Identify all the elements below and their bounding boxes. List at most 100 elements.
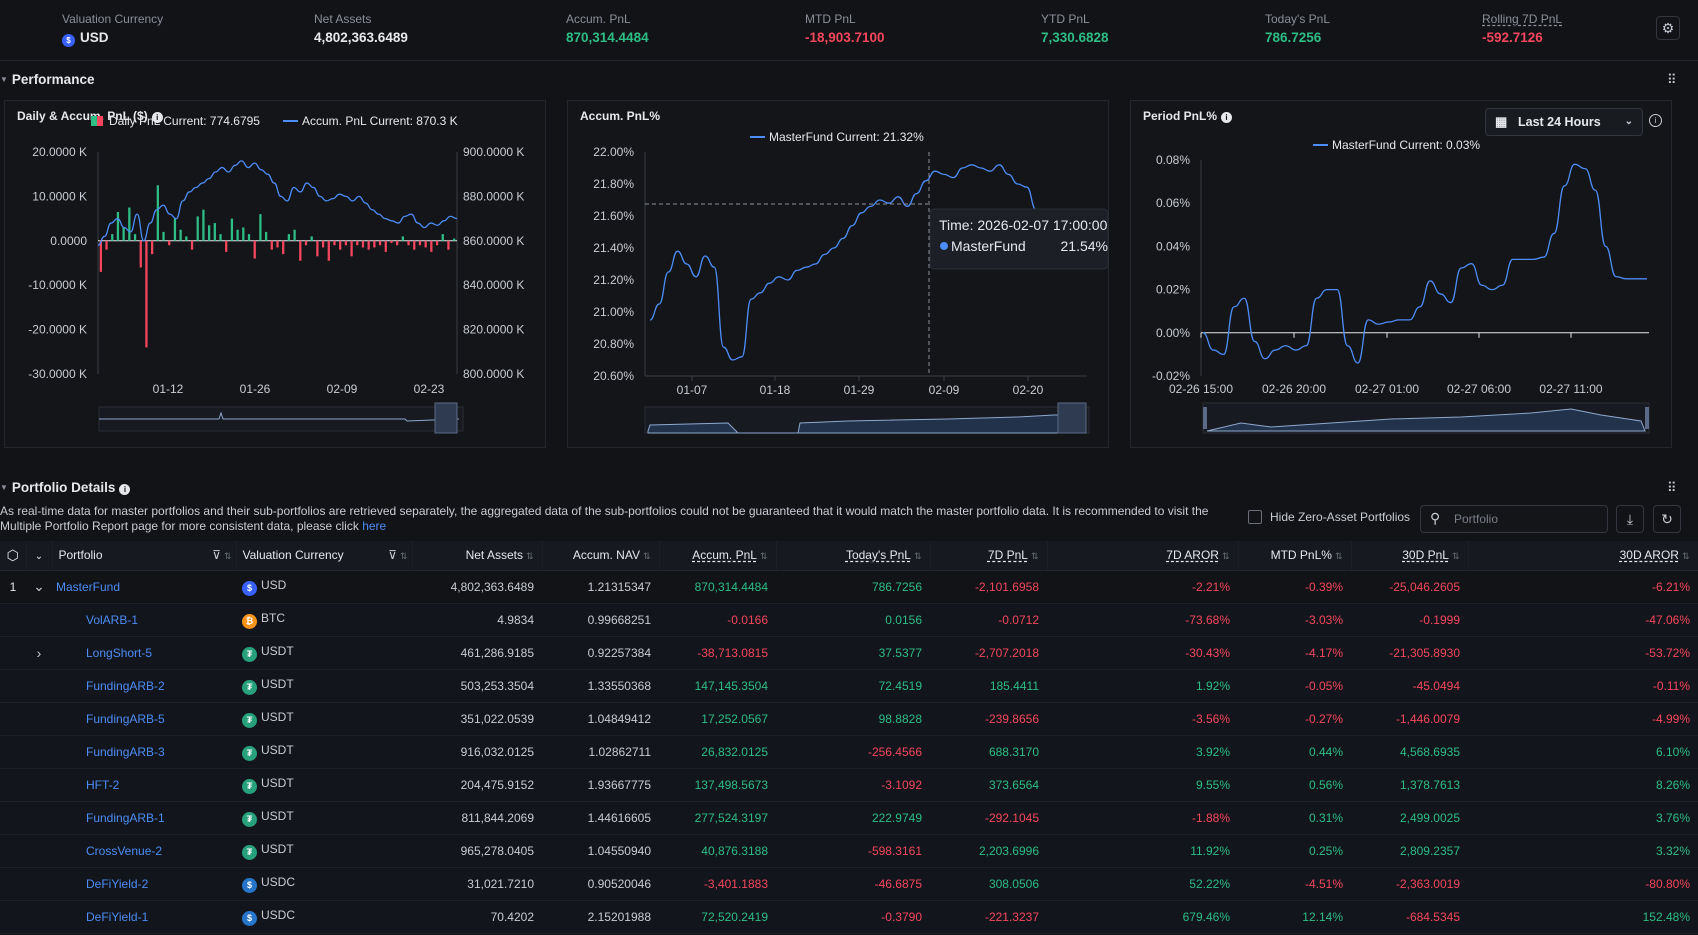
download-button[interactable]: ⤓ <box>1616 505 1644 533</box>
info-icon[interactable]: i <box>1221 112 1233 123</box>
table-row[interactable]: 1 ⌄ MasterFund $ USD 4,802,363.6489 1.21315347… <box>0 570 1698 604</box>
portfolio-search[interactable]: ⚲ <box>1420 505 1608 533</box>
daily-pnl-bar[interactable] <box>310 236 313 241</box>
daily-pnl-bar[interactable] <box>282 240 285 255</box>
daily-pnl-bar[interactable] <box>327 240 330 261</box>
daily-pnl-bar[interactable] <box>185 236 188 241</box>
column-settings-cell[interactable]: ⬡ <box>0 541 27 571</box>
summary-settings-button[interactable]: ⚙ <box>1656 16 1680 40</box>
portfolio-name-link[interactable]: DeFiYield-1 <box>86 909 149 924</box>
daily-pnl-bar[interactable] <box>384 240 387 252</box>
zoom-slider-handle-right[interactable] <box>1645 407 1649 429</box>
daily-pnl-bar[interactable] <box>321 240 325 248</box>
daily-pnl-bar[interactable] <box>173 218 177 241</box>
col-header-30d-aror[interactable]: 30D AROR ⇅ <box>1468 541 1698 571</box>
portfolio-search-input[interactable] <box>1454 511 1599 527</box>
info-icon[interactable]: i <box>151 112 163 123</box>
portfolio-section-header[interactable]: ▼ Portfolio Details i <box>0 480 131 495</box>
col-header-portfolio[interactable]: Portfolio ⊽ ⇅ <box>52 541 237 571</box>
sort-icon[interactable]: ⇅ <box>525 551 534 562</box>
drag-handle-icon[interactable]: ⠿ <box>1667 72 1676 87</box>
checkbox-icon[interactable] <box>1248 510 1262 524</box>
daily-pnl-bar[interactable] <box>276 240 279 248</box>
sort-icon[interactable]: ⇅ <box>1334 551 1343 562</box>
col-header-30d-pnl[interactable]: 30D PnL ⇅ <box>1351 541 1469 571</box>
daily-pnl-bar[interactable] <box>247 234 251 241</box>
daily-pnl-bar[interactable] <box>430 240 433 252</box>
table-row[interactable]: HFT-2 ₮ USDT 204,475.9152 1.93667775 137,498.… <box>0 768 1698 802</box>
daily-pnl-bar[interactable] <box>139 240 142 268</box>
daily-pnl-bar[interactable] <box>435 240 439 246</box>
expand-all-icon[interactable]: ⌄ <box>34 551 44 563</box>
col-header-7d-pnl[interactable]: 7D PnL ⇅ <box>930 541 1048 571</box>
daily-pnl-bar[interactable] <box>390 240 393 244</box>
daily-accum-pnl-chart[interactable]: 20.0000 K 10.0000 K 0.0000 -10.0000 K -20.00… <box>5 101 547 449</box>
col-header-valuation-currency[interactable]: Valuation Currency ⊽ ⇅ <box>236 541 413 571</box>
daily-pnl-bar[interactable] <box>447 240 450 250</box>
here-link[interactable]: here <box>362 519 387 533</box>
daily-pnl-bar[interactable] <box>401 236 405 241</box>
portfolio-name-link[interactable]: FundingARB-3 <box>86 744 165 759</box>
daily-pnl-bar[interactable] <box>253 240 256 259</box>
table-row[interactable]: VolARB-1 ₿ BTC 4.9834 0.99668251 -0.0166 0.015… <box>0 603 1698 637</box>
period-info-icon[interactable]: i <box>1649 114 1662 127</box>
row-expand-toggle[interactable]: › <box>26 636 52 670</box>
daily-pnl-bar[interactable] <box>122 227 125 241</box>
daily-pnl-bar[interactable] <box>396 240 399 246</box>
table-row[interactable]: FundingARB-5 ₮ USDT 351,022.0539 1.04849412 1… <box>0 702 1698 736</box>
daily-pnl-bar[interactable] <box>333 240 336 246</box>
portfolio-name-link[interactable]: HFT-2 <box>86 777 120 792</box>
accum-pnl-pct-chart[interactable]: 22.00% 21.80% 21.60% 21.40% 21.20% 21.00% 20.8… <box>568 101 1110 449</box>
portfolio-name-link[interactable]: FundingARB-1 <box>86 810 165 825</box>
table-row[interactable]: › LongShort-5 ₮ USDT 461,286.9185 0.92257384-… <box>0 636 1698 670</box>
portfolio-name-link[interactable]: FundingARB-5 <box>86 711 165 726</box>
performance-section-header[interactable]: ▼ Performance <box>0 72 94 87</box>
daily-pnl-bar[interactable] <box>293 229 296 241</box>
expand-all-cell[interactable]: ⌄ <box>26 541 53 571</box>
col-header-mtd-pnl-pct[interactable]: MTD PnL% ⇅ <box>1238 541 1352 571</box>
table-row[interactable]: CrossVenue-2 ₮ USDT 965,278.0405 1.04550940 4… <box>0 834 1698 868</box>
filter-icon[interactable]: ⊽ ⇅ <box>212 548 232 563</box>
portfolio-name-link[interactable]: DeFiYield-2 <box>86 876 149 891</box>
col-header-7d-aror[interactable]: 7D AROR ⇅ <box>1047 541 1239 571</box>
daily-pnl-bar[interactable] <box>373 240 376 248</box>
info-icon[interactable]: i <box>119 484 131 495</box>
daily-pnl-bar[interactable] <box>133 234 137 241</box>
table-row[interactable]: FundingARB-2 ₮ USDT 503,253.3504 1.33550368 1… <box>0 669 1698 703</box>
masterfund-period-line[interactable] <box>1202 163 1647 364</box>
table-row[interactable]: DeFiYield-1 $ USDC 70.4202 2.15201988 72,520.… <box>0 900 1698 934</box>
zoom-slider-handle-left[interactable] <box>1203 407 1207 429</box>
daily-pnl-bar[interactable] <box>418 240 422 246</box>
sort-icon[interactable]: ⇅ <box>1681 551 1690 562</box>
daily-pnl-bar[interactable] <box>304 240 308 246</box>
portfolio-name-link[interactable]: MasterFund <box>56 579 121 594</box>
daily-pnl-bar[interactable] <box>339 240 342 250</box>
col-header-todays-pnl[interactable]: Today's PnL ⇅ <box>776 541 931 571</box>
table-row[interactable]: FundingARB-1 ₮ USDT 811,844.2069 1.44616605 2… <box>0 801 1698 835</box>
table-row[interactable]: FundingARB-3 ₮ USDT 916,032.0125 1.02862711 2… <box>0 735 1698 769</box>
daily-pnl-bar[interactable] <box>230 218 234 241</box>
daily-pnl-bar[interactable] <box>190 240 194 250</box>
daily-pnl-bar[interactable] <box>213 223 216 241</box>
daily-pnl-bar[interactable] <box>162 231 165 241</box>
sort-icon[interactable]: ⇅ <box>913 551 922 562</box>
masterfund-line[interactable] <box>649 164 1083 361</box>
daily-pnl-bar[interactable] <box>361 240 365 248</box>
portfolio-name-link[interactable]: CrossVenue-2 <box>86 843 163 858</box>
daily-pnl-bar[interactable] <box>99 240 102 272</box>
daily-pnl-bar[interactable] <box>264 231 268 241</box>
hide-zero-asset-checkbox[interactable]: Hide Zero-Asset Portfolios <box>1248 510 1410 524</box>
sort-icon[interactable]: ⇅ <box>642 551 651 562</box>
daily-pnl-bar[interactable] <box>145 240 148 348</box>
portfolio-name-link[interactable]: VolARB-1 <box>86 612 139 627</box>
column-settings-icon[interactable]: ⬡ <box>6 546 19 563</box>
daily-pnl-bar[interactable] <box>202 209 205 241</box>
daily-pnl-bar[interactable] <box>378 240 382 246</box>
daily-pnl-bar[interactable] <box>219 234 222 241</box>
col-header-accum-pnl[interactable]: Accum. PnL ⇅ <box>659 541 777 571</box>
drag-handle-icon[interactable]: ⠿ <box>1667 480 1676 495</box>
daily-pnl-bar[interactable] <box>356 240 359 246</box>
daily-pnl-bar[interactable] <box>270 240 273 250</box>
daily-pnl-bar[interactable] <box>259 214 262 241</box>
daily-pnl-bar[interactable] <box>424 240 427 248</box>
